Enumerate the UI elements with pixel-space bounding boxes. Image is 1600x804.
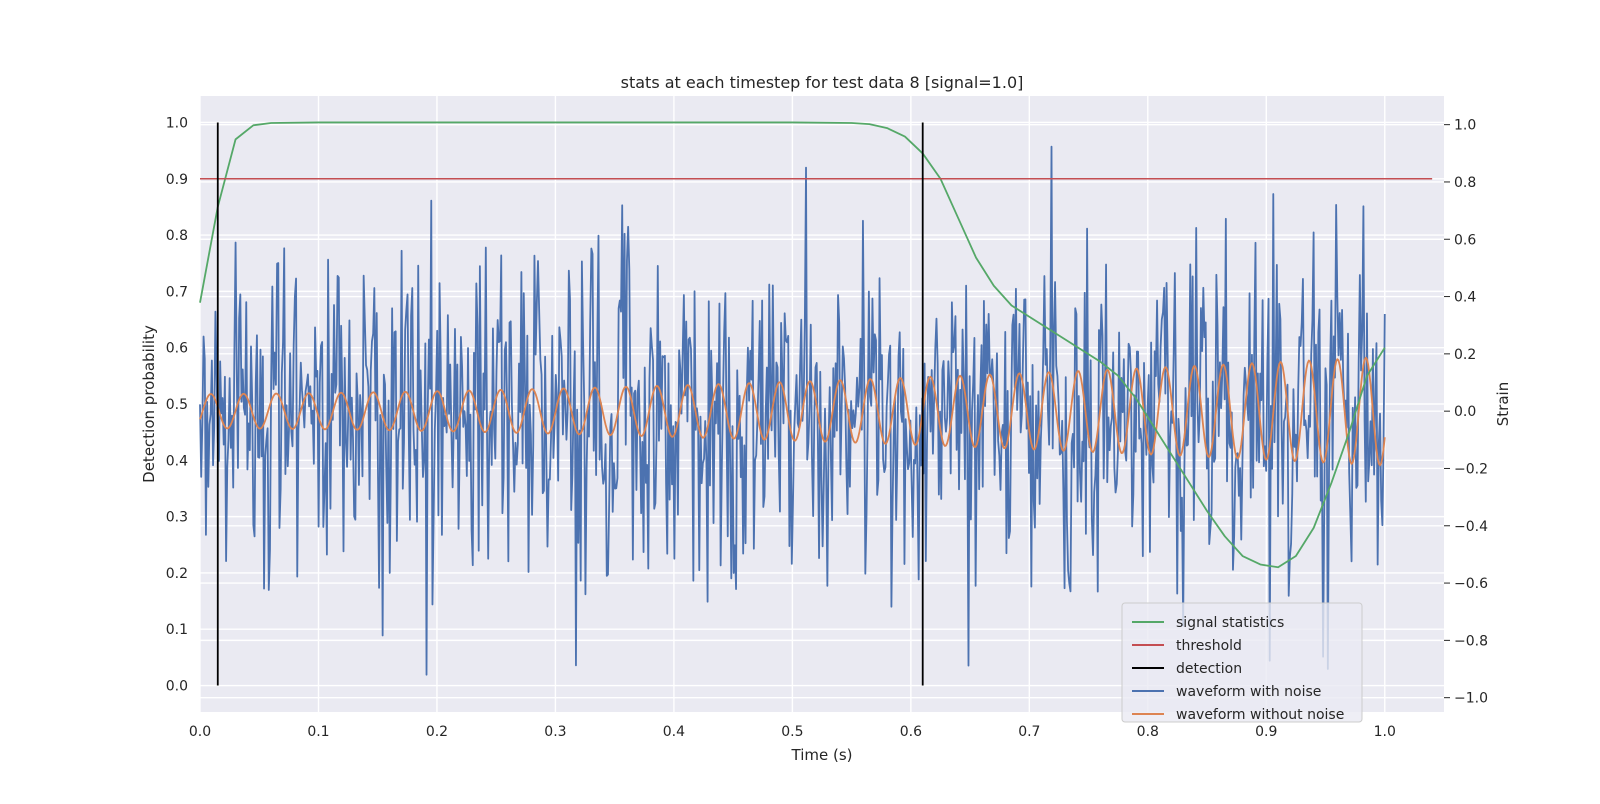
y2-tick-label: 1.0	[1454, 118, 1476, 134]
legend-label: threshold	[1176, 638, 1242, 654]
x-tick-label: 0.5	[781, 724, 803, 740]
y-tick-label: 0.6	[166, 341, 188, 357]
y2-tick-label: 0.6	[1454, 232, 1476, 248]
x-tick-label: 0.8	[1137, 724, 1159, 740]
y2-tick-label: 0.8	[1454, 175, 1476, 191]
y2-tick-label: 0.0	[1454, 404, 1476, 420]
y-tick-label: 0.4	[166, 453, 188, 469]
ticks: 0.0 0.1 0.2 0.3 0.4 0.5 0.6 0.7 0.8 0.9 1.0 0.0 0.1 0…	[166, 115, 1488, 740]
y-tick-label: 0.3	[166, 510, 188, 526]
x-tick-label: 0.0	[189, 724, 211, 740]
y2-tick-label: 0.2	[1454, 347, 1476, 363]
series-waveform-without-noise	[199, 356, 1386, 467]
x-tick-label: 0.6	[900, 724, 922, 740]
y-tick-label: 0.7	[166, 284, 188, 300]
x-tick-label: 0.3	[544, 724, 566, 740]
legend-label: signal statistics	[1176, 615, 1284, 631]
y-tick-label: 0.8	[166, 228, 188, 244]
x-tick-label: 0.7	[1018, 724, 1040, 740]
x-tick-label: 0.9	[1255, 724, 1277, 740]
legend-box	[1121, 602, 1363, 723]
series-waveform-with-noise	[199, 145, 1386, 676]
y-tick-label: 1.0	[166, 115, 188, 131]
y-tick-label: 0.1	[166, 622, 188, 638]
x-tick-label: 0.1	[307, 724, 329, 740]
x-tick-label: 1.0	[1374, 724, 1396, 740]
series-signal-statistics	[199, 121, 1386, 569]
y-tick-label: 0.5	[166, 397, 188, 413]
y2-tick-label: −0.6	[1454, 576, 1488, 592]
plot-area	[199, 121, 1433, 686]
legend: signal statistics threshold detection wavef…	[1121, 602, 1363, 723]
x-tick-label: 0.4	[663, 724, 685, 740]
legend-label: waveform without noise	[1176, 707, 1344, 723]
x-tick-label: 0.2	[426, 724, 448, 740]
x-axis-label: Time (s)	[791, 746, 853, 764]
y2-tick-label: −0.8	[1454, 633, 1488, 649]
legend-label: detection	[1176, 661, 1242, 677]
y-tick-label: 0.2	[166, 566, 188, 582]
y-tick-label: 0.0	[166, 679, 188, 695]
chart-title: stats at each timestep for test data 8 […	[621, 73, 1024, 92]
y2-tick-label: −1.0	[1454, 691, 1488, 707]
legend-label: waveform with noise	[1176, 684, 1321, 700]
y2-tick-label: −0.4	[1454, 519, 1488, 535]
y2-axis-label: Strain	[1494, 382, 1512, 426]
y2-tick-label: 0.4	[1454, 290, 1476, 306]
y-axis-label: Detection probability	[140, 325, 158, 483]
y2-tick-label: −0.2	[1454, 461, 1488, 477]
y-tick-label: 0.9	[166, 172, 188, 188]
